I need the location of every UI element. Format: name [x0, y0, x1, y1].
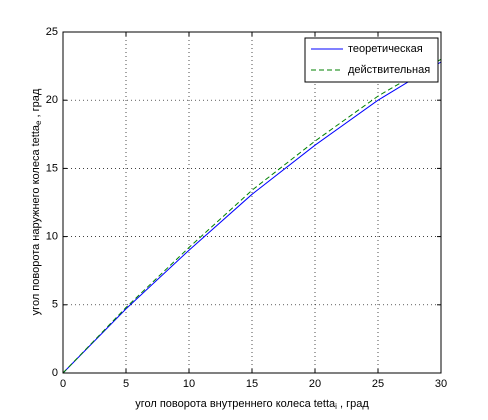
- y-tick-label: 20: [46, 94, 58, 106]
- y-tick-label: 25: [46, 26, 58, 38]
- x-tick-label: 25: [372, 378, 384, 390]
- x-tick-label: 0: [60, 378, 66, 390]
- legend-box: [304, 37, 439, 83]
- x-axis-label: угол поворота внутреннего колеса tettai …: [135, 398, 369, 411]
- y-tick-label: 5: [52, 299, 58, 311]
- legend-label: действительная: [348, 64, 430, 76]
- x-tick-label: 30: [435, 378, 447, 390]
- legend-label: теоретическая: [348, 43, 423, 55]
- y-tick-label: 0: [52, 367, 58, 379]
- y-tick-label: 15: [46, 162, 58, 174]
- x-tick-label: 15: [246, 378, 258, 390]
- x-tick-label: 20: [309, 378, 321, 390]
- data-line: [62, 58, 442, 374]
- x-tick-label: 10: [183, 378, 195, 390]
- plot-frame: [62, 31, 442, 374]
- legend: теоретическая действительная: [304, 37, 439, 83]
- y-tick-label: 10: [46, 231, 58, 243]
- y-axis-label: угол поворота наружнего колеса tettae , …: [30, 88, 43, 315]
- x-tick-label: 5: [123, 378, 129, 390]
- plot-area: [63, 32, 441, 373]
- data-line: [62, 61, 442, 374]
